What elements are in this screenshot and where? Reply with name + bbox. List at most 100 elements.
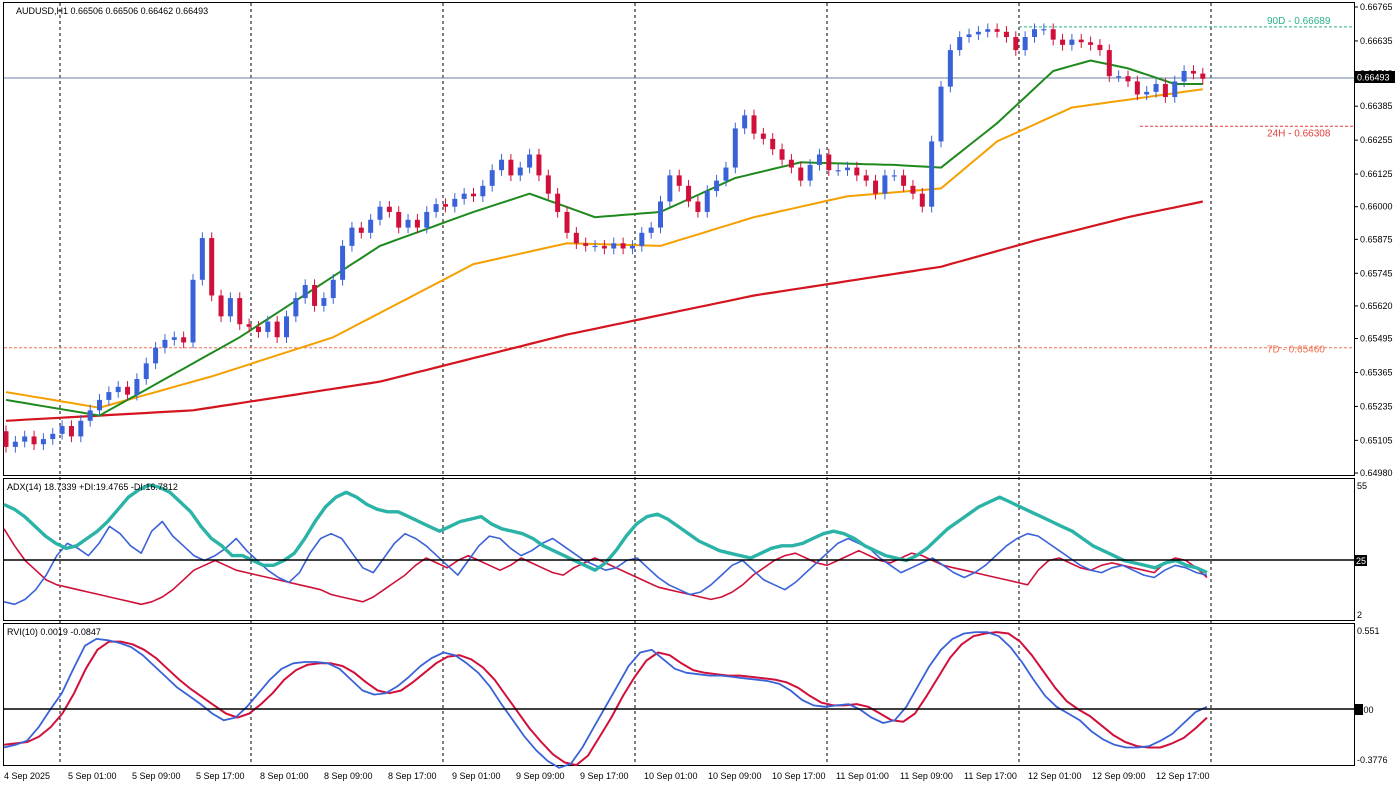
candle-body — [265, 321, 271, 333]
candle-body — [732, 128, 738, 168]
candle-body — [424, 211, 430, 228]
rvi-axis: 0.551 0.00 -0.3776 — [1355, 626, 1388, 765]
adx-header: ADX(14) 18.7339 +DI:19.4765 -DI:16.7812 — [7, 482, 178, 492]
candle-body — [882, 175, 888, 194]
candle-body — [227, 298, 233, 317]
candle-body — [162, 339, 168, 348]
candle-body — [1022, 37, 1028, 51]
candle-body — [50, 433, 56, 440]
candle-body — [312, 285, 318, 306]
candles — [3, 23, 1206, 453]
time-axis-label: 10 Sep 17:00 — [772, 771, 826, 781]
candle-body — [1153, 84, 1159, 92]
candle-body — [171, 337, 177, 340]
candle-body — [190, 279, 196, 343]
rvi-main-line — [3, 631, 1208, 769]
candle-body — [302, 285, 308, 299]
time-axis-label: 12 Sep 17:00 — [1156, 771, 1210, 781]
candle-body — [536, 154, 542, 176]
adx-axis-label: 55 — [1357, 481, 1367, 491]
candle-body — [1134, 81, 1140, 95]
candle-body — [910, 185, 916, 194]
candle-body — [919, 193, 925, 207]
candle-body — [564, 211, 570, 233]
candle-body — [1162, 84, 1168, 98]
candle-body — [583, 243, 589, 246]
price-axis-label: 0.65105 — [1360, 435, 1393, 445]
candle-body — [1003, 31, 1009, 38]
candle-body — [489, 170, 495, 186]
candle-body — [947, 50, 953, 87]
candle-body — [508, 159, 514, 176]
candle-body — [22, 436, 28, 442]
candle-body — [807, 164, 813, 181]
candle-body — [1097, 44, 1103, 51]
candle-body — [686, 185, 692, 202]
adx-axis-label: 25 — [1356, 556, 1366, 566]
candle-body — [751, 115, 757, 134]
candle-body — [284, 316, 289, 338]
time-axis-label: 10 Sep 01:00 — [644, 771, 698, 781]
candle-body — [340, 245, 346, 280]
candle-body — [985, 29, 991, 32]
time-axis-label: 12 Sep 09:00 — [1092, 771, 1146, 781]
rvi-pane[interactable] — [3, 623, 1355, 766]
time-axis-label: 9 Sep 01:00 — [452, 771, 501, 781]
candle-body — [134, 379, 140, 395]
time-axis-label: 11 Sep 17:00 — [964, 771, 1017, 781]
candle-body — [461, 193, 467, 199]
candle-body — [40, 439, 46, 445]
candle-body — [517, 167, 523, 176]
candle-body — [87, 410, 93, 421]
candle-body — [770, 138, 776, 150]
candle-body — [975, 31, 981, 35]
candle-body — [929, 141, 935, 207]
symbol-header: AUDUSD,H1 0.66506 0.66506 0.66462 0.6649… — [16, 6, 208, 16]
candle-body — [527, 154, 533, 168]
candle-body — [433, 204, 439, 212]
candle-body — [835, 170, 841, 172]
candle-body — [274, 321, 280, 338]
time-axis-label: 11 Sep 09:00 — [900, 771, 953, 781]
candle-body — [891, 175, 897, 177]
candle-body — [3, 431, 9, 447]
candle-body — [59, 426, 65, 434]
candle-body — [1172, 81, 1178, 98]
candle-body — [209, 238, 215, 296]
candle-body — [1078, 39, 1084, 43]
candle-body — [78, 420, 84, 437]
candle-body — [816, 154, 822, 165]
adx-axis-label: 2 — [1357, 610, 1362, 620]
candle-body — [845, 167, 850, 171]
candle-body — [1181, 70, 1187, 82]
price-axis-label: 0.65495 — [1360, 334, 1393, 344]
rvi-axis-label: -0.3776 — [1357, 755, 1388, 765]
adx-pane[interactable] — [3, 478, 1355, 621]
candle-body — [658, 201, 663, 228]
candle-body — [938, 86, 944, 142]
candle-body — [1125, 76, 1131, 82]
candle-body — [966, 34, 972, 38]
candle-body — [377, 206, 383, 220]
candle-body — [115, 386, 121, 393]
time-axis-label: 8 Sep 17:00 — [388, 771, 437, 781]
rvi-signal-line — [3, 631, 1208, 767]
candle-body — [1069, 39, 1075, 45]
candle-body — [676, 175, 682, 186]
candle-body — [1088, 42, 1094, 45]
candle-body — [742, 115, 748, 129]
candle-body — [237, 298, 243, 325]
level-label: 24H - 0.66308 — [1267, 128, 1331, 139]
time-axis-label: 11 Sep 01:00 — [836, 771, 889, 781]
candle-body — [629, 245, 635, 249]
candle-body — [994, 29, 1000, 32]
price-pane[interactable] — [3, 2, 1355, 476]
level-label: 90D - 0.66689 — [1267, 16, 1331, 27]
candle-body — [330, 279, 336, 299]
candle-body — [760, 133, 766, 139]
price-axis-label: 0.65235 — [1360, 401, 1393, 411]
candle-body — [471, 193, 476, 197]
candle-body — [1060, 39, 1066, 45]
candle-body — [611, 243, 617, 249]
